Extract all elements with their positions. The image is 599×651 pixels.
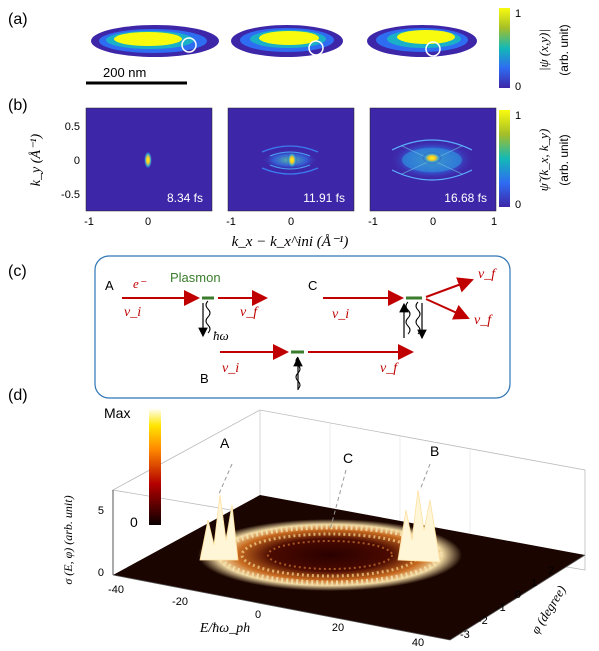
x-tick: 0 — [430, 216, 436, 228]
schematic-box — [94, 255, 511, 399]
panel-c: (c) A e⁻ Plasmon v_i v_f ħω B v_i v_f — [8, 255, 511, 399]
velocity-out: v_f — [478, 267, 497, 282]
peak-label-a: A — [220, 435, 230, 451]
peak-b — [397, 489, 441, 563]
process-tag: C — [308, 278, 317, 293]
x-axis-label: E/ħω_ph — [199, 621, 250, 636]
probe-circle — [425, 41, 441, 57]
y-tick: -2 — [478, 615, 488, 627]
y-axis-label: φ (degree) — [528, 583, 569, 637]
probe-circle — [181, 37, 197, 53]
y-tick: -1 — [496, 602, 506, 614]
panel-b-label: (b) — [8, 97, 28, 114]
colorbar-b-title: ψ̃ (k_x, k_y) — [536, 129, 551, 192]
process-tag: A — [105, 278, 114, 293]
panel-c-label: (c) — [8, 263, 27, 280]
x-tick: 0 — [145, 216, 151, 228]
colorbar-a-min: 0 — [515, 81, 521, 93]
x-tick: -40 — [108, 584, 124, 596]
y-tick: 0.5 — [65, 121, 80, 133]
x-tick: 20 — [332, 622, 344, 634]
probe-circle — [308, 40, 324, 56]
wavefunction-snapshot-3 — [367, 25, 477, 57]
momentum-map-2: 11.91 fs — [227, 107, 355, 212]
colorbar-b-max: 1 — [515, 110, 521, 122]
colorbar-d-max: Max — [104, 405, 130, 421]
colorbar-a-unit: (arb. unit) — [557, 24, 571, 75]
electron-label: e⁻ — [133, 276, 147, 291]
photon-wave — [205, 300, 211, 334]
z-tick: 0 — [98, 567, 104, 579]
colorbar-d-min: 0 — [130, 514, 138, 530]
z-tick: 5 — [98, 505, 104, 517]
velocity-out: v_f — [474, 313, 493, 328]
velocity-in: v_i — [124, 305, 141, 320]
momentum-map-1: 8.34 fs — [85, 107, 213, 212]
photon-wave — [415, 301, 421, 335]
peak-label-b: B — [430, 443, 439, 459]
y-tick: -0.5 — [61, 189, 80, 201]
velocity-in: v_i — [332, 307, 349, 322]
colorbar-b — [499, 110, 510, 207]
x-tick: -1 — [368, 216, 378, 228]
ring-pattern — [198, 519, 462, 591]
time-label: 11.91 fs — [303, 191, 345, 205]
momentum-map-3: 16.68 fs — [369, 107, 497, 212]
x-tick: 40 — [412, 637, 424, 649]
x-tick: -1 — [84, 216, 94, 228]
panel-a-label: (a) — [8, 11, 28, 28]
panel-d-label: (d) — [8, 387, 28, 404]
x-tick: 1 — [491, 216, 497, 228]
x-tick: -1 — [226, 216, 236, 228]
peak-label-c: C — [343, 450, 353, 466]
velocity-out: v_f — [380, 361, 399, 376]
y-tick: 0 — [515, 589, 521, 601]
time-label: 8.34 fs — [167, 191, 203, 205]
panel-a: (a) 200 nm 1 0 |ψ (x,y)| (arb. unit — [8, 8, 571, 93]
x-tick: 0 — [255, 609, 261, 621]
velocity-out: v_f — [240, 305, 259, 320]
process-a: A e⁻ Plasmon v_i v_f ħω — [105, 270, 268, 343]
wavefunction-snapshot-2 — [231, 25, 343, 57]
y-tick: -3 — [460, 629, 470, 641]
x-tick: -20 — [172, 596, 188, 608]
y-tick: 2 — [548, 565, 554, 577]
colorbar-b-min: 0 — [515, 199, 521, 211]
colorbar-a — [499, 8, 510, 88]
process-b: B v_i v_f — [200, 344, 414, 390]
colorbar-a-max: 1 — [515, 8, 521, 20]
process-c: C v_i v_f v_f — [308, 267, 497, 340]
y-tick: 1 — [531, 577, 537, 589]
y-tick: 0 — [74, 155, 80, 167]
colorbar-d — [149, 408, 161, 525]
panel-d: (d) A C B Max 0 5 0 σ (E, φ) (arb. unit) — [8, 387, 586, 649]
wavefunction-snapshot-1 — [91, 25, 219, 57]
colorbar-a-title: |ψ (x,y)| — [536, 29, 551, 71]
x-axis-label: k_x − k_x^ini (Å⁻¹) — [232, 234, 349, 250]
z-axis-label: σ (E, φ) (arb. unit) — [61, 495, 75, 584]
process-tag: B — [200, 371, 209, 386]
colorbar-b-unit: (arb. unit) — [557, 134, 571, 185]
peak-a — [199, 494, 239, 561]
y-axis-label: k_y (Å⁻¹) — [28, 133, 44, 186]
time-label: 16.68 fs — [444, 191, 487, 205]
plasmon-label: Plasmon — [170, 270, 221, 285]
panel-b: (b) 8.34 fs 11.91 fs 16.68 fs — [8, 97, 571, 250]
x-tick: 0 — [288, 216, 294, 228]
velocity-in: v_i — [222, 361, 239, 376]
photon-energy-label: ħω — [213, 328, 229, 343]
scale-bar-label: 200 nm — [103, 65, 146, 80]
